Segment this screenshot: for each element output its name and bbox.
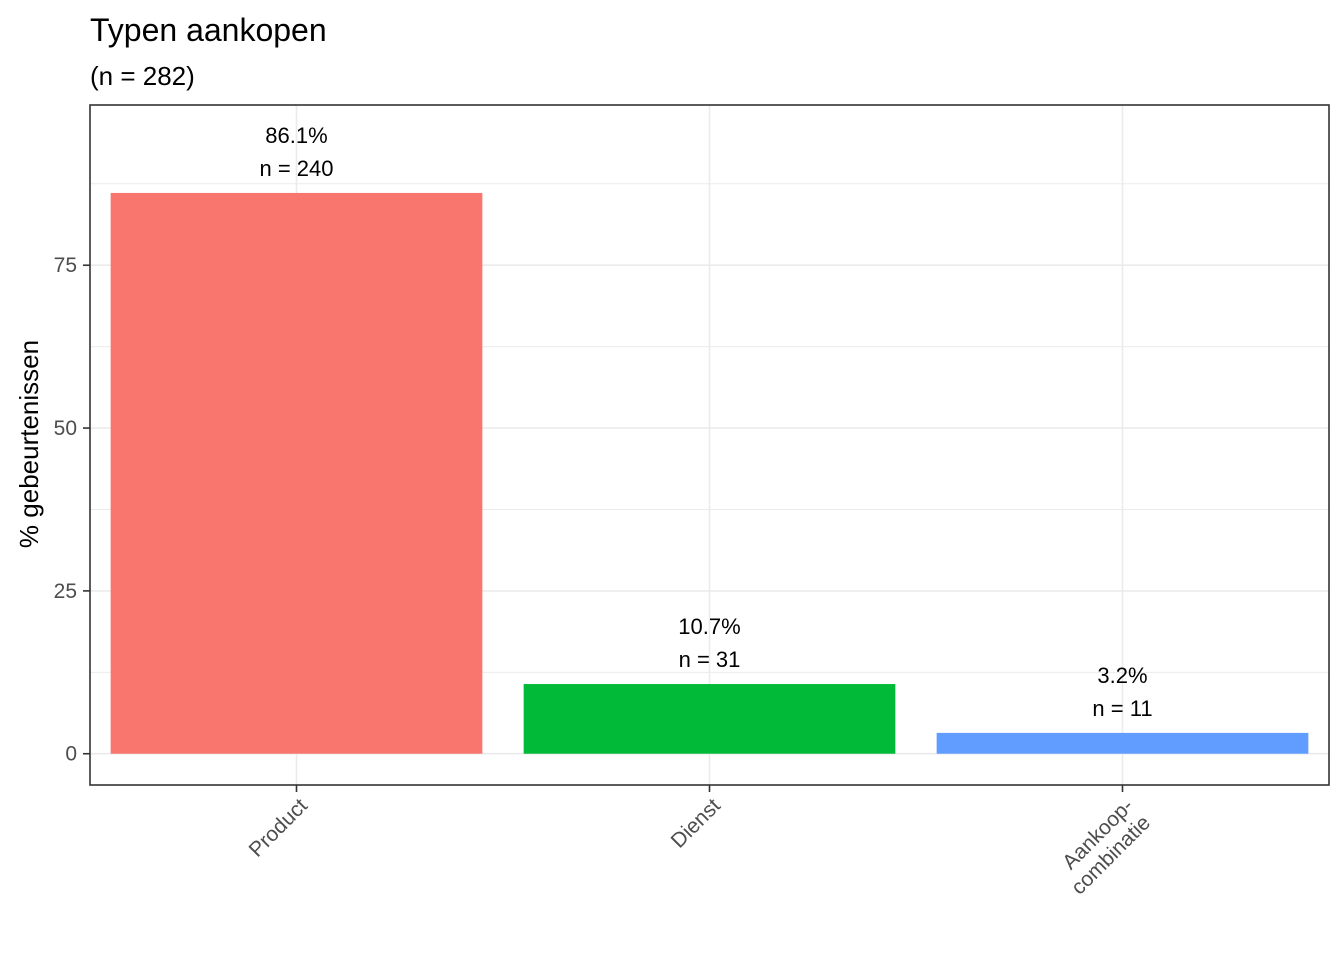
x-tick-label: Product — [245, 794, 313, 862]
chart-title: Typen aankopen — [90, 12, 327, 48]
bar-count-label: n = 240 — [259, 156, 333, 181]
y-tick-label: 75 — [54, 254, 77, 277]
bar — [936, 732, 1309, 754]
x-tick-label: Aankoop-combinatie — [1050, 794, 1155, 899]
plot-area: 86.1% n = 240 10.7% n = 31 3.2% n = 11 0 25 50 75… — [54, 104, 1330, 899]
bar-count-label: n = 31 — [679, 647, 741, 672]
y-tick-label: 0 — [65, 743, 77, 766]
y-tick-label: 50 — [54, 417, 77, 440]
x-tick-label-line: Product — [245, 794, 313, 862]
y-tick-label: 25 — [54, 580, 77, 603]
bar-count-label: n = 11 — [1092, 696, 1152, 721]
bar-percent-label: 86.1% — [265, 123, 327, 148]
x-tick-label: Dienst — [667, 794, 725, 852]
bar-percent-label: 3.2% — [1097, 663, 1147, 688]
x-tick-label-line: Dienst — [667, 794, 725, 852]
y-axis-label: % gebeurtenissen — [14, 340, 44, 548]
bar-percent-label: 10.7% — [678, 614, 740, 639]
bar — [523, 684, 896, 754]
chart-subtitle: (n = 282) — [90, 61, 195, 91]
bar — [110, 192, 483, 754]
